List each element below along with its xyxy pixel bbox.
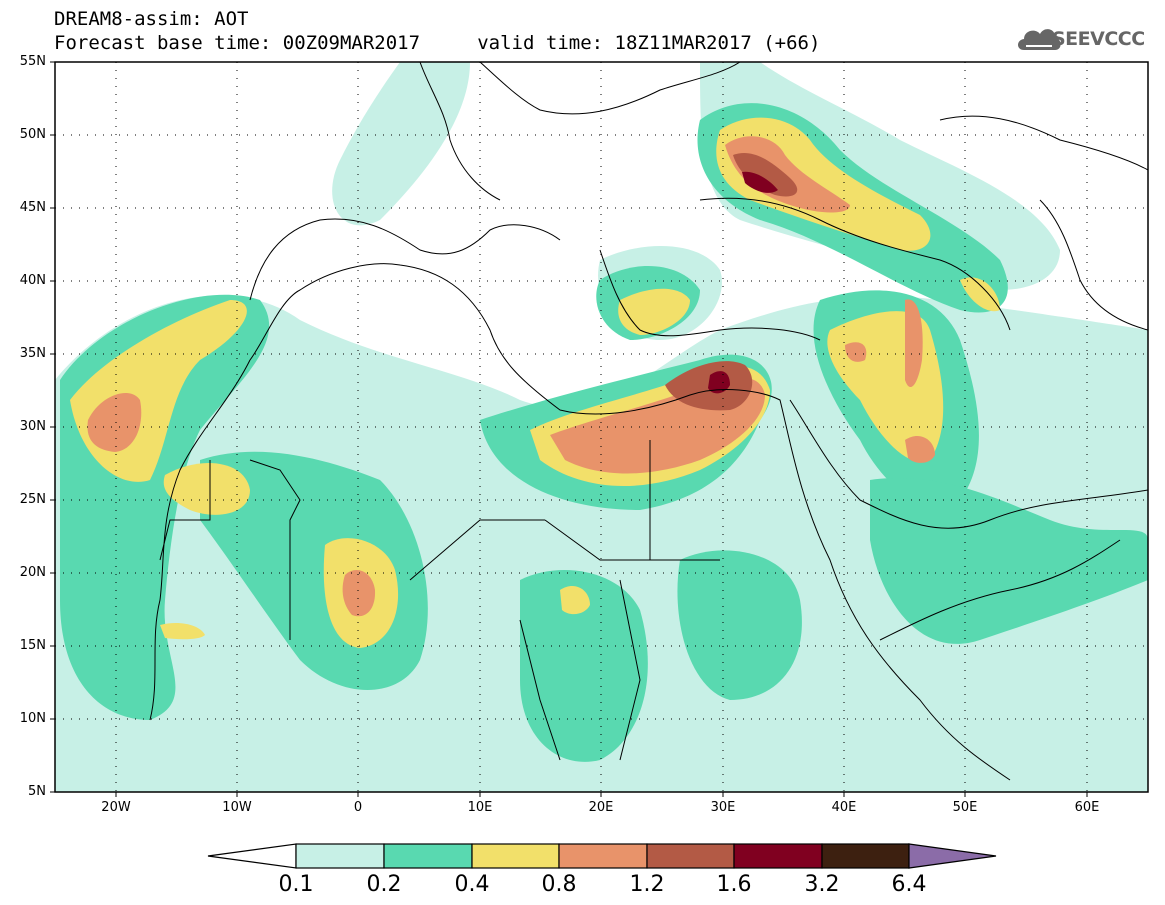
lon-tick-label: 60E [1074,800,1100,815]
lat-tick-label: 40N [19,273,46,288]
grid [55,62,1148,792]
colorbar-label: 3.2 [804,872,840,897]
colorbar-label: 6.4 [891,872,927,897]
coastlines [149,62,1148,781]
colorbar-over-arrow [908,843,997,869]
aot-field [55,62,1148,792]
colorbar-bin-5 [646,843,735,869]
lon-tick-label: 30E [710,800,736,815]
colorbar-label: 0.1 [278,872,314,897]
colorbar [207,843,997,869]
title-line-1: DREAM8-assim: AOT [54,8,249,30]
lon-tick-label: 10W [222,800,252,815]
lat-tick-label: 25N [19,492,46,507]
colorbar-bin-6 [733,843,823,869]
colorbar-label: 0.8 [541,872,577,897]
title-line-2: Forecast base time: 00Z09MAR2017 valid t… [54,32,821,54]
colorbar-label: 1.6 [716,872,752,897]
axis-ticks [50,61,1088,797]
colorbar-under-arrow [207,843,297,869]
lon-tick-label: 50E [952,800,978,815]
colorbar-bin-1 [295,843,385,869]
lon-tick-label: 20W [101,800,131,815]
colorbar-label: 0.4 [454,872,490,897]
cloud-logo-icon [1018,29,1061,50]
lat-tick-label: 55N [19,54,46,69]
aot-level-1-6 [708,171,778,394]
colorbar-bin-4 [558,843,648,869]
colorbar-label: 1.2 [629,872,665,897]
lat-tick-label: 5N [28,784,46,799]
lat-tick-label: 50N [19,127,46,142]
colorbar-bin-2 [383,843,473,869]
colorbar-label: 0.2 [366,872,402,897]
colorbar-bin-7 [821,843,910,869]
lon-tick-label: 20E [588,800,614,815]
lon-tick-label: 10E [467,800,493,815]
lat-tick-label: 15N [19,638,46,653]
lon-tick-label: 0 [353,800,363,815]
lat-tick-label: 30N [19,419,46,434]
lat-tick-label: 45N [19,200,46,215]
colorbar-bin-3 [471,843,560,869]
lat-tick-label: 10N [19,711,46,726]
lat-tick-label: 20N [19,565,46,580]
lat-tick-label: 35N [19,346,46,361]
logo-text: SEEVCCC [1052,28,1145,50]
lon-tick-label: 40E [831,800,857,815]
